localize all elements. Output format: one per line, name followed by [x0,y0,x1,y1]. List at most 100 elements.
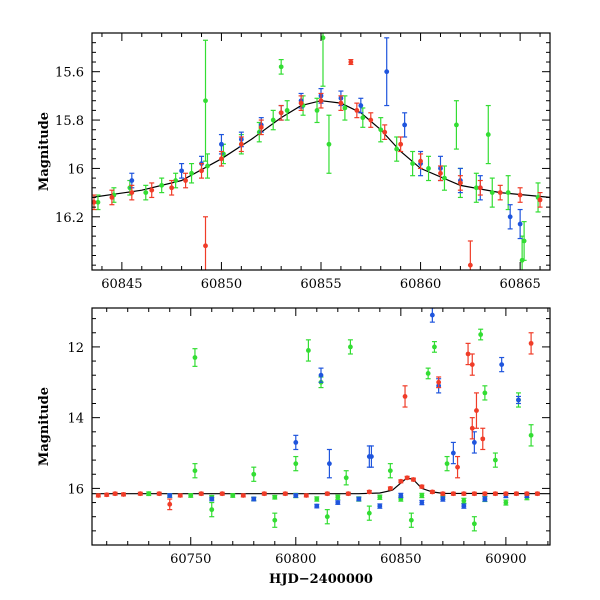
data-point [469,417,475,440]
data-point [471,491,477,497]
point-marker [384,69,390,75]
point-marker [394,146,400,152]
series-red [92,59,543,270]
point-marker [517,192,523,198]
point-marker [377,503,383,509]
point-marker [314,496,320,502]
point-marker [429,489,435,495]
data-point [410,150,416,177]
data-point [429,308,435,323]
data-point [338,95,344,111]
axes-frame [91,32,551,271]
point-marker [354,107,360,113]
data-point [517,187,523,203]
data-point [179,162,185,179]
point-marker [230,493,236,498]
data-point [480,427,486,451]
data-point [378,117,384,143]
point-marker [305,348,311,353]
data-point [347,339,353,355]
point-marker [258,124,264,130]
data-point [354,102,360,119]
point-marker [251,471,257,477]
point-marker [404,475,410,481]
point-marker [505,190,511,196]
point-marker [366,454,372,459]
data-point [437,165,443,182]
point-marker [324,514,330,520]
point-marker [129,178,135,183]
data-point [505,175,511,211]
point-marker [318,372,324,378]
data-point [219,491,225,497]
point-marker [461,498,467,504]
data-point [485,104,491,165]
data-point [203,216,209,270]
point-marker [478,332,484,337]
x-tick-label: 60800 [275,552,316,567]
data-point [366,489,372,495]
point-marker [327,461,332,467]
point-marker [387,468,393,474]
point-marker [318,98,324,104]
point-marker [92,199,97,205]
data-point [209,501,215,518]
point-marker [326,141,332,147]
point-marker [173,178,179,183]
data-point [450,491,456,497]
data-point [431,341,437,353]
data-point [503,491,509,497]
point-marker [411,477,416,482]
point-marker [440,496,446,502]
data-point [441,165,447,191]
data-point [251,466,257,482]
point-marker [270,117,276,123]
y-axis-label: Magnitude [37,112,52,191]
model-curve [92,100,550,198]
point-marker [169,185,175,191]
data-point [230,493,236,498]
point-marker [471,491,477,497]
point-marker [278,110,284,116]
point-marker [450,450,456,456]
data-point [192,348,198,367]
data-point [503,499,509,506]
point-marker [419,493,425,498]
point-marker [335,500,341,505]
data-point [326,114,332,174]
y-tick-label: 15.8 [55,114,84,129]
point-marker [455,464,460,470]
point-marker [104,492,110,498]
point-marker [177,493,183,498]
data-point [426,155,432,182]
point-marker [167,493,173,498]
data-point [199,162,205,179]
point-marker [378,127,384,133]
point-marker [398,478,404,484]
data-point [177,493,183,498]
data-point [471,516,477,532]
point-marker [517,221,523,227]
data-point [320,33,326,87]
point-marker [454,122,459,128]
point-marker [402,122,408,128]
data-point [345,491,351,497]
point-marker [156,491,162,497]
data-point [156,491,162,497]
y-tick-label: 12 [67,341,84,356]
point-marker [436,379,442,385]
data-point [402,112,408,138]
data-point [298,95,304,111]
point-marker [398,493,404,498]
point-marker [149,187,155,193]
series-blue [167,308,530,509]
x-tick-label: 60860 [400,277,441,292]
data-point [278,59,284,75]
data-point [461,497,467,504]
data-point [507,204,513,230]
point-marker [129,190,135,196]
data-point [398,492,404,499]
point-marker [203,243,208,249]
data-point [326,448,332,479]
data-point [478,328,484,341]
